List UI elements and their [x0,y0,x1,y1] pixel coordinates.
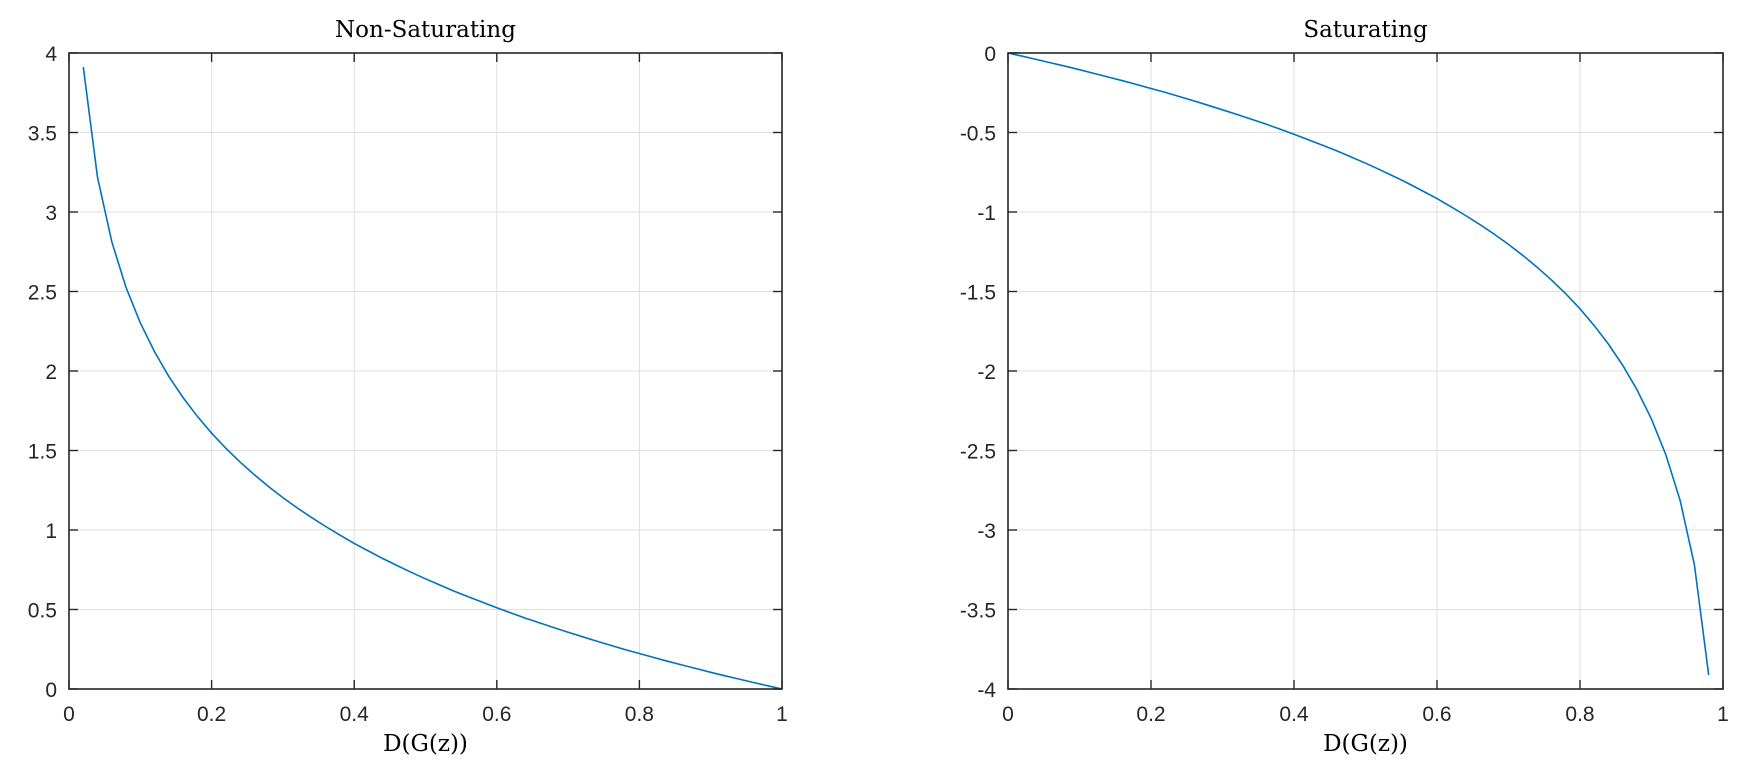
x-tick-label: 0.6 [1422,703,1451,726]
subplot-non-saturating: 0 0.2 0.4 0.6 0.8 1 0 0.5 1 1.5 2 2.5 3 3.5 4 Non-Sat… [28,17,788,757]
x-tick-label: 0.4 [1279,703,1309,726]
x-tick-label: 0.2 [1136,703,1165,726]
x-tick-label: 1 [1717,703,1729,726]
y-tick-label: 2.5 [28,282,57,305]
tick-marks [68,52,783,690]
x-axis-label: D(G(z)) [383,731,468,757]
x-tick-label: 0.8 [625,703,654,726]
y-tick-label: -0.5 [960,123,996,146]
y-tick-label: -4 [977,679,996,702]
tick-marks [1007,52,1724,690]
subplot-saturating: 0 0.2 0.4 0.6 0.8 1 -4 -3.5 -3 -2.5 -2 -1.5 -1 -0.5 0… [960,17,1729,757]
y-tick-label: 0 [984,43,996,66]
y-tick-label: 4 [45,43,57,66]
chart-title: Saturating [1303,17,1428,43]
x-tick-label: 0.2 [197,703,226,726]
x-tick-label: 0 [63,703,75,726]
y-tick-label: 0.5 [28,600,57,623]
y-tick-label: 0 [45,679,57,702]
y-tick-labels: -4 -3.5 -3 -2.5 -2 -1.5 -1 -0.5 0 [960,43,996,702]
y-tick-label: 2 [45,361,57,384]
y-tick-label: -1.5 [960,282,996,305]
y-tick-label: -2 [977,361,996,384]
chart-title: Non-Saturating [335,17,516,43]
x-tick-label: 1 [776,703,788,726]
y-tick-label: -3.5 [960,600,996,623]
grid-lines [1007,52,1724,690]
x-tick-label: 0.4 [340,703,370,726]
y-tick-label: 3.5 [28,123,57,146]
x-tick-label: 0 [1002,703,1014,726]
x-tick-labels: 0 0.2 0.4 0.6 0.8 1 [63,703,788,726]
x-tick-label: 0.8 [1565,703,1594,726]
y-tick-label: 1 [45,520,57,543]
y-tick-label: 1.5 [28,441,57,464]
y-tick-label: -1 [977,202,996,225]
series-line [82,66,783,690]
x-tick-label: 0.6 [482,703,511,726]
y-tick-label: 3 [45,202,57,225]
x-tick-labels: 0 0.2 0.4 0.6 0.8 1 [1002,703,1729,726]
y-tick-label: -3 [977,520,996,543]
y-tick-labels: 0 0.5 1 1.5 2 2.5 3 3.5 4 [28,43,58,702]
x-axis-label: D(G(z)) [1323,731,1408,757]
grid-lines [68,52,783,690]
y-tick-label: -2.5 [960,441,996,464]
series-line [1007,52,1710,676]
